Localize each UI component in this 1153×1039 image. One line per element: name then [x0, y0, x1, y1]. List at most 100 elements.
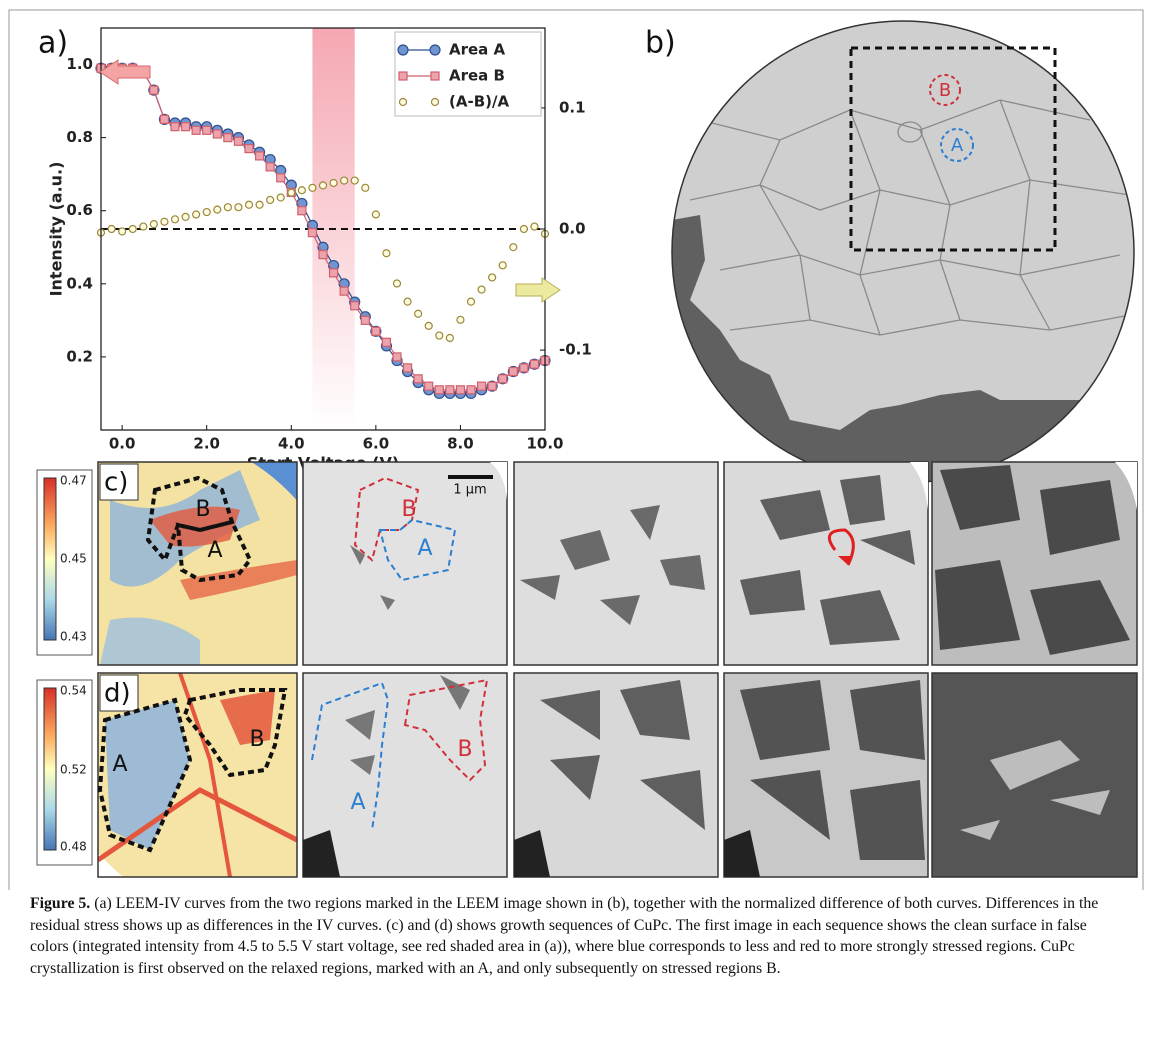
marker	[392, 352, 402, 362]
marker	[233, 136, 244, 146]
marker	[266, 195, 275, 205]
figure: 0.0 2.0 4.0 6.0 8.0 10.0 0.2 0.4 0.6 0.8 1.0 -0.1 0.…	[8, 9, 1144, 890]
y2-tick-label: -0.1	[559, 341, 592, 359]
panel-label: c)	[104, 468, 128, 498]
colorbar	[43, 477, 57, 641]
region-label: A	[112, 752, 127, 777]
marker	[287, 188, 296, 197]
region-outline	[403, 678, 489, 782]
marker	[403, 297, 412, 306]
marker	[265, 162, 275, 172]
marker	[498, 261, 507, 270]
plot-frame	[100, 27, 546, 431]
region-label: A	[350, 790, 365, 815]
marker	[276, 193, 285, 202]
marker	[213, 205, 222, 214]
scale-bar-label: 1 μm	[453, 483, 486, 498]
x-tick-label: 2.0	[193, 435, 220, 453]
marker	[149, 220, 158, 229]
colorbar-tick: 0.48	[60, 840, 87, 854]
region-outline	[182, 688, 288, 778]
marker	[424, 321, 433, 330]
zoom-box	[849, 46, 1057, 252]
legend-box	[394, 31, 542, 117]
region-label: A	[951, 135, 964, 156]
marker	[519, 224, 528, 234]
marker	[398, 71, 408, 81]
growth-image	[513, 461, 719, 666]
label-box	[99, 674, 139, 712]
marker	[430, 97, 440, 107]
marker	[118, 227, 127, 236]
panel-label: d)	[104, 679, 131, 709]
region-label: B	[249, 727, 264, 752]
image-frame	[97, 672, 298, 878]
marker	[297, 206, 307, 216]
region-outline	[311, 681, 390, 831]
region-label: A	[207, 538, 222, 563]
marker	[445, 333, 454, 343]
marker	[508, 366, 518, 377]
marker	[413, 374, 423, 384]
region-outline	[97, 697, 193, 853]
marker	[192, 210, 201, 219]
caption-text: (a) LEEM-IV curves from the two regions …	[30, 895, 1099, 977]
colorbar-tick: 0.43	[60, 630, 87, 644]
marker	[519, 363, 529, 373]
marker	[244, 200, 254, 209]
marker	[254, 151, 265, 161]
marker	[398, 97, 408, 107]
marker	[223, 133, 233, 143]
caption: Figure 5. (a) LEEM-IV curves from the tw…	[30, 893, 1128, 979]
left-arrow	[99, 59, 151, 85]
marker	[424, 381, 434, 391]
region-marker	[929, 74, 961, 106]
marker	[202, 207, 211, 217]
colorbar-tick: 0.54	[60, 684, 87, 698]
marker	[361, 183, 370, 192]
growth-image	[513, 672, 719, 878]
legend-label: (A-B)/A	[449, 93, 509, 111]
marker	[149, 85, 159, 95]
region-label: B	[457, 737, 472, 762]
marker	[381, 337, 392, 347]
marker	[328, 268, 339, 278]
marker	[318, 249, 328, 260]
marker	[402, 363, 413, 373]
growth-image	[931, 461, 1138, 666]
figure-border	[8, 9, 1144, 890]
marker	[340, 176, 349, 185]
marker	[170, 215, 180, 224]
marker	[318, 181, 328, 190]
legend: Area A Area B (A-B)/A	[394, 31, 542, 117]
marker	[159, 114, 170, 124]
marker	[234, 203, 243, 212]
marker	[435, 331, 444, 340]
marker	[445, 385, 455, 395]
marker	[139, 222, 148, 231]
marker	[107, 224, 116, 234]
panel-label: b)	[645, 26, 676, 61]
marker	[255, 200, 264, 209]
x-tick-label: 8.0	[447, 435, 474, 453]
growth-image	[302, 461, 508, 666]
region-outline	[145, 475, 235, 564]
marker	[509, 243, 518, 252]
marker	[191, 125, 201, 135]
region-label: A	[417, 536, 432, 561]
region-label: B	[939, 80, 951, 101]
marker	[382, 249, 391, 258]
marker	[414, 309, 423, 318]
right-arrow	[515, 277, 561, 303]
marker	[476, 381, 487, 391]
marker	[466, 385, 476, 395]
marker	[466, 297, 476, 306]
marker	[244, 144, 254, 154]
growth-image	[723, 672, 929, 878]
marker	[456, 315, 465, 324]
marker	[360, 315, 370, 325]
region-outline	[175, 519, 253, 583]
colorbar-tick: 0.45	[60, 552, 87, 566]
x-tick-label: 6.0	[363, 435, 390, 453]
